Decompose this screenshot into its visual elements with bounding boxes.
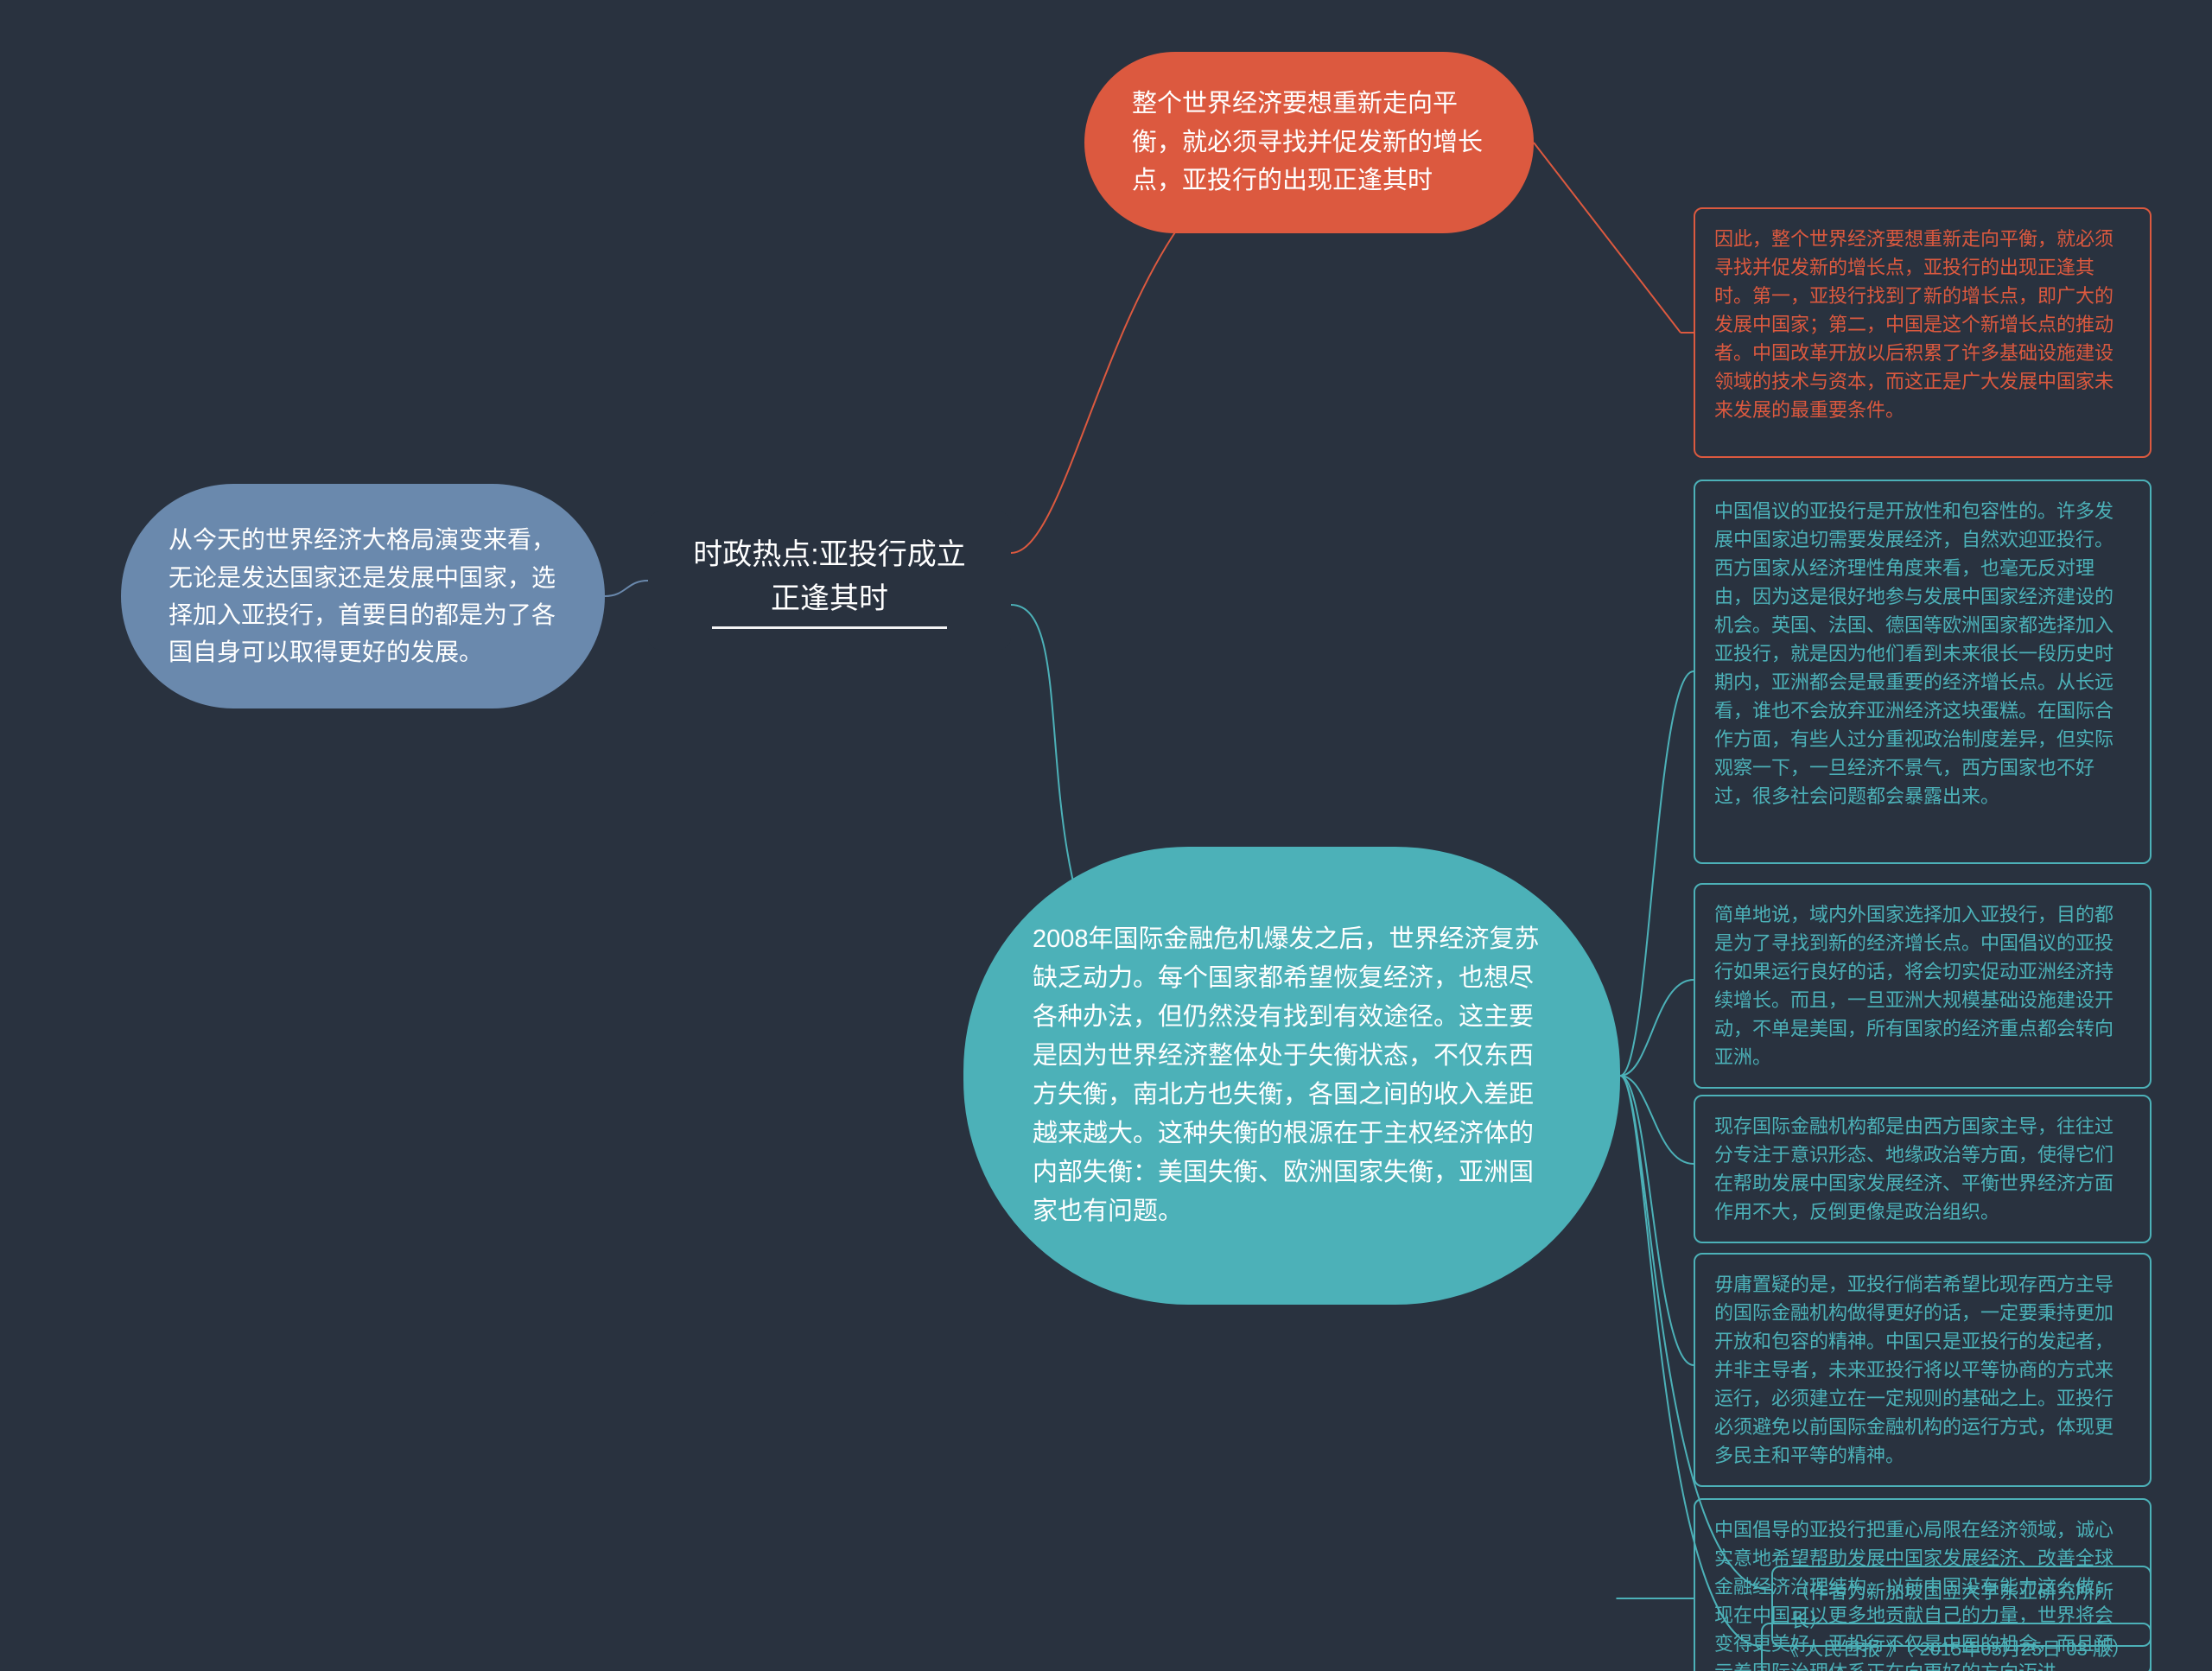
leaf-node[interactable]: 因此，整个世界经济要想重新走向平衡，就必须寻找并促发新的增长点，亚投行的出现正逢… [1694,207,2152,458]
connector-path [1620,1076,1694,1164]
connector-path [1620,671,1694,1076]
leaf-text: 简单地说，域内外国家选择加入亚投行，目的都是为了寻找到新的经济增长点。中国倡议的… [1714,904,2113,1068]
connector-path [605,581,648,596]
leaf-node[interactable]: 中国倡议的亚投行是开放性和包容性的。许多发展中国家迫切需要发展经济，自然欢迎亚投… [1694,480,2152,864]
root-node-label: 时政热点:亚投行成立正逢其时 [693,538,965,615]
branch-main[interactable]: 2008年国际金融危机爆发之后，世界经济复苏缺乏动力。每个国家都希望恢复经济，也… [963,847,1620,1305]
branch-left-text: 从今天的世界经济大格局演变来看，无论是发达国家还是发展中国家，选择加入亚投行，首… [168,521,557,671]
branch-top[interactable]: 整个世界经济要想重新走向平衡，就必须寻找并促发新的增长点，亚投行的出现正逢其时 [1084,52,1534,233]
connector-path [1534,143,1694,333]
connector-path [1620,980,1694,1076]
footnote-node[interactable]: 《 人民日报 》（ 2015年05月25日 03 版） [1761,1623,2152,1671]
branch-main-text: 2008年国际金融危机爆发之后，世界经济复苏缺乏动力。每个国家都希望恢复经济，也… [1033,920,1551,1231]
root-node[interactable]: 时政热点:亚投行成立正逢其时 [648,511,1011,650]
leaf-node[interactable]: 现存国际金融机构都是由西方国家主导，往往过分专注于意识形态、地缘政治等方面，使得… [1694,1095,2152,1243]
branch-top-text: 整个世界经济要想重新走向平衡，就必须寻找并促发新的增长点，亚投行的出现正逢其时 [1132,85,1486,201]
footnote-text: 《 人民日报 》（ 2015年05月25日 03 版） [1780,1638,2131,1660]
connector-path [1620,1076,1694,1365]
leaf-node[interactable]: 毋庸置疑的是，亚投行倘若希望比现存西方主导的国际金融机构做得更好的话，一定要秉持… [1694,1253,2152,1487]
leaf-text: 因此，整个世界经济要想重新走向平衡，就必须寻找并促发新的增长点，亚投行的出现正逢… [1714,228,2113,421]
root-underline [712,626,947,629]
leaf-text: 毋庸置疑的是，亚投行倘若希望比现存西方主导的国际金融机构做得更好的话，一定要秉持… [1714,1274,2113,1466]
leaf-text: 中国倡议的亚投行是开放性和包容性的。许多发展中国家迫切需要发展经济，自然欢迎亚投… [1714,500,2113,807]
branch-left[interactable]: 从今天的世界经济大格局演变来看，无论是发达国家还是发展中国家，选择加入亚投行，首… [121,484,605,708]
leaf-node[interactable]: 简单地说，域内外国家选择加入亚投行，目的都是为了寻找到新的经济增长点。中国倡议的… [1694,883,2152,1089]
leaf-text: 现存国际金融机构都是由西方国家主导，往往过分专注于意识形态、地缘政治等方面，使得… [1714,1115,2113,1223]
